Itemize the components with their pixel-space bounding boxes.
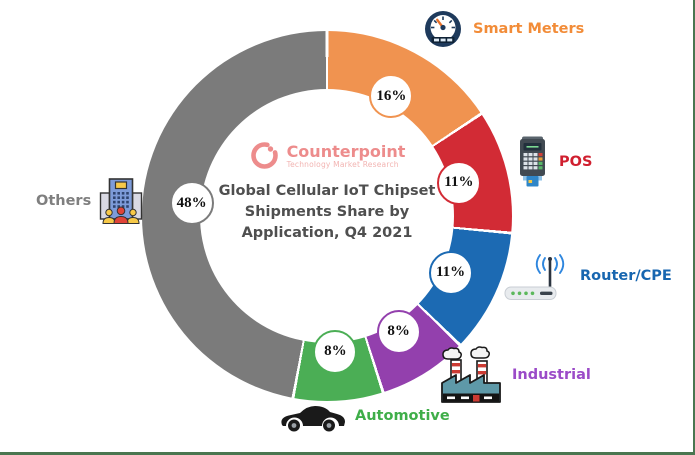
legend-label-others: Others [36,193,92,209]
pos-terminal-icon [517,135,548,188]
chart-center: Counterpoint Technology Market Research … [202,140,452,244]
car-icon [276,399,346,433]
counterpoint-logo-icon [249,140,280,171]
gauge-icon [424,10,462,48]
chart-title-line1: Global Cellular IoT Chipset [218,183,436,199]
legend-item-pos: POS [517,135,592,188]
value-bubble-router-cpe: 11% [428,250,473,295]
legend-label-pos: POS [559,153,593,170]
value-bubble-industrial: 8% [376,309,421,354]
brand-logo: Counterpoint Technology Market Research [202,140,452,171]
legend-item-smart-meters: Smart Meters [424,10,584,48]
legend-item-others: Others [36,177,143,225]
legend-item-router-cpe: Router/CPE [504,251,672,301]
building-icon [99,177,143,225]
router-icon [504,251,568,301]
brand-name: Counterpoint [286,141,406,161]
value-bubble-others: 48% [169,181,214,226]
brand-tagline: Technology Market Research [286,159,399,169]
value-bubble-smart-meters: 16% [369,74,414,119]
chart-title: Global Cellular IoT Chipset Shipments Sh… [202,181,452,244]
chart-title-line3: Application, Q4 2021 [241,225,413,241]
legend-label-automotive: Automotive [355,408,450,424]
legend-label-router-cpe: Router/CPE [580,268,672,284]
value-bubble-automotive: 8% [313,329,358,374]
donut-hole [200,89,454,343]
legend-label-industrial: Industrial [512,367,591,383]
chart-title-line2: Shipments Share by [244,204,410,220]
value-bubble-pos: 11% [436,160,481,205]
legend-item-industrial: Industrial [438,346,591,404]
legend-item-automotive: Automotive [276,399,450,433]
legend-label-smart-meters: Smart Meters [473,21,585,37]
factory-icon [438,346,504,404]
